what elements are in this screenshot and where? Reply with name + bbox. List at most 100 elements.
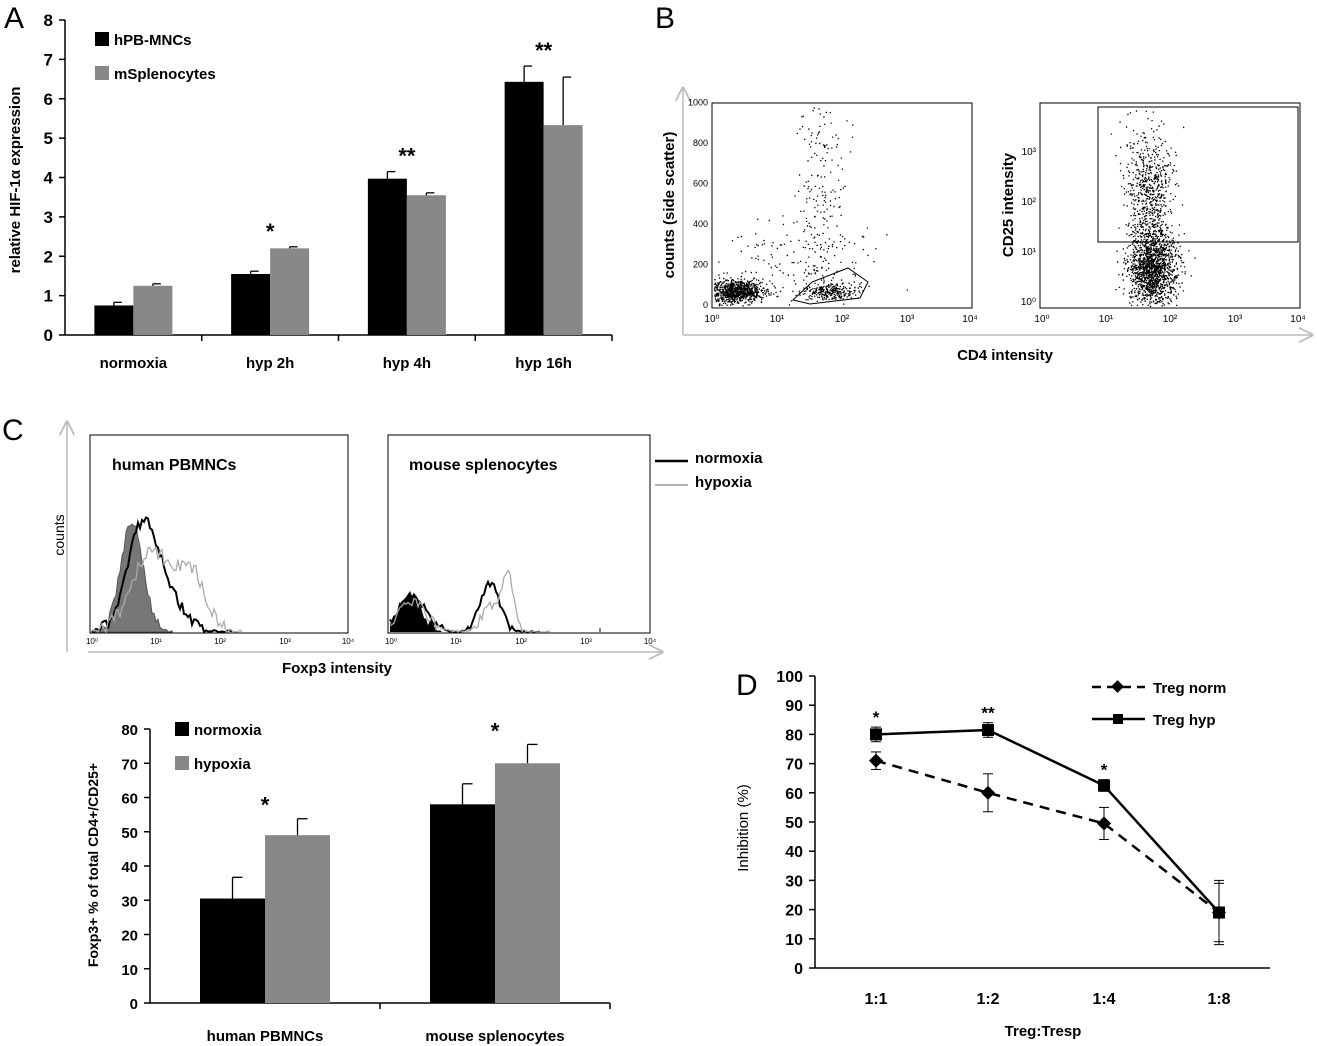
y-tick-label: 90: [785, 698, 803, 715]
significance-marker: **: [535, 38, 553, 63]
y-tick-label: 80: [785, 727, 803, 744]
category-label-mouse-splenocytes: mouse splenocytes: [425, 1028, 564, 1045]
panel-b-right-ticks: 10⁰ 10¹ 10² 10³ 10⁴ 10⁰ 10¹ 10² 10³: [1021, 147, 1306, 325]
significance-marker: **: [981, 704, 995, 723]
y-tick-label: 100: [776, 669, 803, 686]
bar-hpb-mncs-hyp-4h: [367, 178, 407, 335]
panel-a-legend: hPB-MNCs mSplenocytes: [95, 32, 216, 83]
panel-b-left-frame: [711, 102, 973, 309]
point-treg-hyp: [982, 724, 994, 737]
legend-swatch-hpb-mncs: [95, 32, 109, 46]
panel-c-hist-right-curves: [389, 569, 601, 634]
legend-label-treg-hyp: Treg hyp: [1153, 712, 1216, 729]
y-tick-label: 600: [693, 179, 708, 189]
legend-marker-treg-hyp: [1113, 714, 1123, 724]
x-tick-label: 10¹: [770, 314, 785, 325]
y-tick-label: 70: [785, 757, 803, 774]
y-tick-label: 40: [121, 859, 138, 876]
x-tick-label-1-1: 1:1: [864, 991, 887, 1008]
legend-marker-treg-norm: [1111, 680, 1124, 693]
y-tick-label: 0: [44, 326, 53, 345]
legend-swatch-bar-hypoxia: [175, 756, 189, 770]
y-tick-label: 20: [785, 903, 803, 920]
x-tick-label-1-4: 1:4: [1092, 991, 1115, 1008]
y-tick-label: 20: [121, 928, 138, 945]
x-tick-label: 10¹: [1099, 314, 1114, 325]
x-tick-label: 10³: [279, 637, 291, 646]
bar-msplenocytes-normoxia: [133, 285, 173, 335]
panel-a-bars: *****: [94, 38, 583, 335]
x-tick-label: 10⁰: [704, 314, 719, 325]
category-label-hyp-4h: hyp 4h: [383, 355, 431, 372]
y-tick-label: 50: [785, 815, 803, 832]
significance-marker: *: [873, 708, 880, 727]
panel-letter-d: D: [736, 669, 758, 702]
y-tick-label: 0: [703, 300, 708, 310]
y-tick-label: 10³: [1022, 147, 1037, 158]
legend-label-hist-normoxia: normoxia: [695, 450, 763, 467]
y-tick-label: 2: [44, 247, 53, 266]
y-tick-label: 10: [785, 932, 803, 949]
y-tick-label: 10¹: [1022, 247, 1037, 258]
y-tick-label: 5: [44, 129, 53, 148]
x-tick-label-1-8: 1:8: [1207, 991, 1230, 1008]
x-tick-label: 10²: [835, 314, 850, 325]
point-treg-norm: [980, 785, 996, 800]
point-treg-hyp: [1213, 906, 1225, 919]
line-treg-norm: [875, 759, 1220, 914]
panel-c-bar-legend: normoxia hypoxia: [175, 722, 262, 773]
legend-label-hist-hypoxia: hypoxia: [695, 474, 752, 491]
significance-marker: *: [266, 219, 275, 244]
panel-d-xlabel: Treg:Tresp: [1005, 1023, 1082, 1040]
panel-a-chart: relative HIF-1α expression 0 1 2 3 4 5 6 7 8 norm…: [7, 11, 613, 372]
point-treg-norm: [868, 753, 884, 768]
x-tick-label: 10²: [1163, 314, 1178, 325]
panel-b-xlabel: CD4 intensity: [957, 347, 1054, 364]
y-tick-label: 0: [130, 996, 138, 1013]
x-tick-label: 10³: [1228, 314, 1243, 325]
x-tick-label: 10³: [580, 637, 592, 646]
panel-b-left-dots: [714, 107, 908, 307]
bar-hypoxia-human-pbmncs: [265, 835, 330, 1003]
x-tick-label: 10³: [900, 314, 915, 325]
line-treg-hyp: [875, 728, 1220, 914]
x-tick-label: 10¹: [150, 637, 162, 646]
x-tick-label: 10⁴: [1290, 314, 1305, 325]
significance-marker: *: [1101, 761, 1108, 780]
panel-c-hist-xlabel: Foxp3 intensity: [282, 660, 393, 677]
panel-d-axes: 0 10 20 30 40 50 60 70 80 90 100 1:1 1:2 1:4 1:8: [776, 669, 1270, 1008]
panel-a-axes: 0 1 2 3 4 5 6 7 8 normoxia hyp 2h hyp 4h hyp 16h: [44, 11, 613, 372]
y-tick-label: 7: [44, 50, 53, 69]
category-label-normoxia: normoxia: [100, 355, 168, 372]
significance-marker: *: [491, 718, 500, 743]
bar-hpb-mncs-hyp-2h: [231, 273, 271, 335]
panel-c-bar-axes: 0 10 20 30 40 50 60 70 80 human PBMNCs mouse splen…: [121, 722, 611, 1045]
normoxia-curve: [91, 516, 233, 634]
panel-c-bar-chart: Foxp3+ % of total CD4+/CD25+ 0 10 20 30 40 50…: [85, 718, 611, 1045]
panel-c-hist-ylabel: counts: [51, 514, 67, 555]
panel-c-hist-right-frame: [387, 434, 651, 634]
y-tick-label: 1000: [688, 98, 708, 108]
panel-c-hist-left-title: human PBMNCs: [112, 457, 237, 474]
legend-label-msplenocytes: mSplenocytes: [114, 66, 216, 83]
hypoxia-curve: [91, 546, 243, 634]
y-tick-label: 0: [794, 961, 803, 978]
x-tick-label: 10⁰: [385, 637, 397, 646]
category-label-hyp-2h: hyp 2h: [246, 355, 294, 372]
y-tick-label: 60: [121, 791, 138, 808]
panel-b-right-dots: [1110, 110, 1196, 308]
y-tick-label: 1: [44, 287, 53, 306]
category-label-hyp-16h: hyp 16h: [515, 355, 572, 372]
bar-msplenocytes-hyp-4h: [406, 195, 446, 335]
bar-msplenocytes-hyp-16h: [543, 125, 583, 335]
panel-letter-a: A: [4, 2, 24, 35]
y-tick-label: 3: [44, 208, 53, 227]
y-tick-label: 80: [121, 722, 138, 739]
x-tick-label: 10⁴: [342, 637, 355, 646]
panel-letter-b: B: [655, 2, 675, 35]
bar-hypoxia-mouse-splenocytes: [495, 763, 560, 1003]
panel-letter-c: C: [2, 414, 24, 447]
hypoxia-curve: [389, 569, 551, 633]
y-tick-label: 800: [693, 138, 708, 148]
